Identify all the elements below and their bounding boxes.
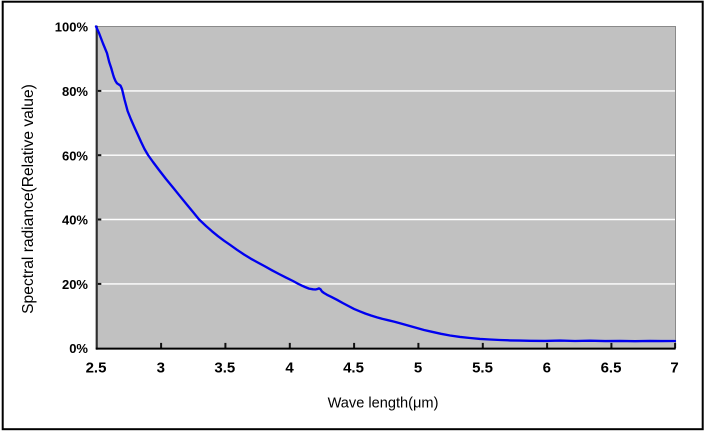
svg-text:3: 3 [157,360,165,377]
svg-text:20%: 20% [62,277,88,292]
svg-text:6: 6 [543,360,551,377]
svg-text:40%: 40% [62,213,88,228]
svg-text:0%: 0% [69,341,88,356]
svg-text:5: 5 [414,360,422,377]
svg-text:2.5: 2.5 [86,360,107,377]
svg-text:60%: 60% [62,148,88,163]
svg-text:6.5: 6.5 [601,360,622,377]
svg-text:5.5: 5.5 [472,360,493,377]
svg-text:3.5: 3.5 [214,360,235,377]
svg-text:4: 4 [285,360,294,377]
svg-text:Spectral radiance(Relative val: Spectral radiance(Relative value) [20,84,37,314]
svg-text:Wave length(μm): Wave length(μm) [328,396,439,412]
svg-text:80%: 80% [62,84,88,99]
svg-text:4.5: 4.5 [343,360,364,377]
svg-text:7: 7 [670,360,678,377]
svg-text:100%: 100% [55,20,89,35]
